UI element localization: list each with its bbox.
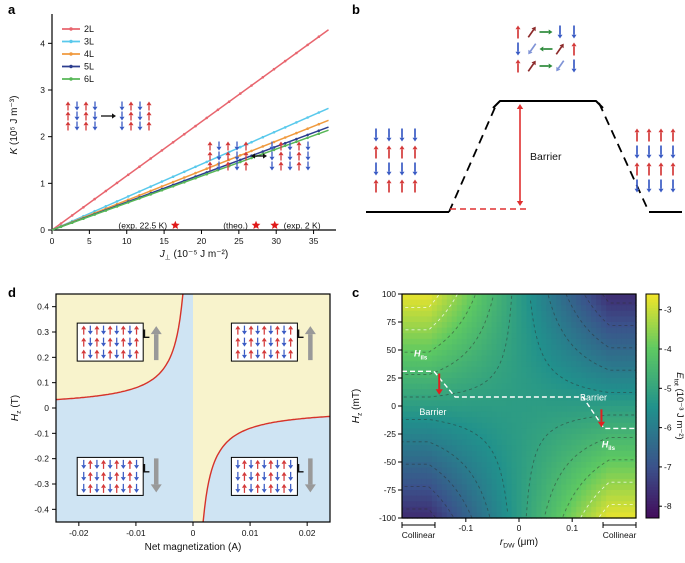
svg-text:20: 20: [197, 236, 207, 246]
svg-text:Hils: Hils: [414, 349, 428, 362]
svg-text:L: L: [143, 463, 150, 475]
svg-text:L: L: [143, 329, 150, 341]
svg-text:5L: 5L: [84, 62, 94, 72]
svg-text:0.01: 0.01: [242, 528, 259, 538]
panel-b-energy-landscape: Barrier: [366, 100, 682, 213]
svg-text:-0.3: -0.3: [34, 479, 49, 489]
svg-text:15: 15: [159, 236, 169, 246]
svg-text:rDW (μm): rDW (μm): [500, 537, 538, 550]
svg-text:-7: -7: [664, 462, 672, 472]
panel-d-spin-insets: L L L L: [76, 322, 316, 496]
svg-text:-0.4: -0.4: [34, 504, 49, 514]
panel-a-anisotropy-line-chart: 0 5 10 15 20 25 30 35 0 1 2 3 4 J⊥ (10⁻⁵ J m⁻²) K (10⁵…: [9, 14, 336, 262]
svg-text:0.2: 0.2: [37, 352, 49, 362]
svg-text:-5: -5: [664, 383, 672, 393]
svg-text:Hils: Hils: [602, 439, 616, 452]
svg-text:-0.2: -0.2: [34, 454, 49, 464]
svg-text:-100: -100: [379, 513, 396, 523]
svg-text:4: 4: [40, 38, 45, 48]
svg-text:Net magnetization (A): Net magnetization (A): [145, 542, 242, 553]
svg-text:0: 0: [40, 225, 45, 235]
svg-text:-8: -8: [664, 501, 672, 511]
svg-text:Collinear: Collinear: [402, 530, 436, 540]
svg-text:2: 2: [40, 132, 45, 142]
panel-label-a: a: [8, 2, 16, 17]
panel-c-heatmap: [402, 294, 637, 519]
svg-text:25: 25: [387, 373, 397, 383]
svg-text:0: 0: [50, 236, 55, 246]
svg-text:0.1: 0.1: [566, 523, 578, 533]
svg-text:(theo.): (theo.): [223, 220, 248, 230]
svg-text:0: 0: [44, 403, 49, 413]
svg-text:(exp. 22.5 K): (exp. 22.5 K): [118, 220, 167, 230]
svg-text:-3: -3: [664, 305, 672, 315]
svg-text:-0.1: -0.1: [34, 428, 49, 438]
panel-b-spin-states: [373, 25, 676, 193]
svg-text:-0.02: -0.02: [69, 528, 89, 538]
svg-text:(exp. 2 K): (exp. 2 K): [284, 220, 321, 230]
panel-a-stars-annotations: (exp. 22.5 K) (theo.) (exp. 2 K): [118, 220, 320, 230]
panel-c-energy-heatmap: Hils Hils Barrier Barrier -0.1 0 0.1 100 75 50 25 0…: [351, 289, 685, 550]
svg-text:Barrier: Barrier: [580, 392, 607, 402]
svg-text:3L: 3L: [84, 37, 94, 47]
svg-text:-75: -75: [384, 485, 397, 495]
svg-text:-50: -50: [384, 457, 397, 467]
svg-text:25: 25: [234, 236, 244, 246]
svg-text:1: 1: [40, 178, 45, 188]
panel-d-axes: -0.02 -0.01 0 0.01 0.02 0.4 0.3 0.2 0.1 0 -0.1 -0.2…: [10, 293, 331, 553]
svg-text:0.3: 0.3: [37, 327, 49, 337]
svg-text:0.4: 0.4: [37, 302, 49, 312]
panel-c-contours: [402, 293, 636, 519]
svg-text:J⊥ (10⁻⁵ J m⁻²): J⊥ (10⁻⁵ J m⁻²): [159, 249, 228, 262]
svg-text:75: 75: [387, 317, 397, 327]
svg-text:0: 0: [517, 523, 522, 533]
panel-b-barrier-schematic: Barrier: [366, 25, 682, 213]
svg-text:0.1: 0.1: [37, 378, 49, 388]
svg-text:30: 30: [271, 236, 281, 246]
svg-text:0.02: 0.02: [299, 528, 316, 538]
svg-text:Hz (T): Hz (T): [10, 395, 23, 421]
svg-text:-25: -25: [384, 429, 397, 439]
svg-text:3: 3: [40, 85, 45, 95]
panel-a-axes: 0 5 10 15 20 25 30 35 0 1 2 3 4 J⊥ (10⁻⁵ J m⁻²) K (10⁵…: [9, 14, 336, 262]
panel-a-legend: 2L 3L 4L 5L 6L: [62, 24, 94, 84]
svg-text:Barrier: Barrier: [530, 151, 562, 163]
svg-text:L: L: [297, 329, 304, 341]
svg-text:Hz (mT): Hz (mT): [351, 389, 364, 424]
svg-text:Barrier: Barrier: [419, 407, 446, 417]
panel-d-phase-region-plot: L L L L -0.02 -0.01 0 0.01 0.02 0.4 0.3 0.2 0.1 0 -0.1…: [10, 293, 331, 553]
svg-text:-4: -4: [664, 344, 672, 354]
svg-text:-6: -6: [664, 423, 672, 433]
svg-text:50: 50: [387, 345, 397, 355]
svg-text:5: 5: [87, 236, 92, 246]
panel-label-c: c: [352, 285, 360, 300]
svg-text:2L: 2L: [84, 24, 94, 34]
svg-text:K (10⁵ J m⁻³): K (10⁵ J m⁻³): [9, 96, 20, 155]
panel-c-barrier-path: Hils Hils Barrier Barrier: [402, 349, 636, 452]
panel-a-series-lines: [51, 29, 329, 231]
svg-text:L: L: [297, 463, 304, 475]
svg-text:-0.1: -0.1: [458, 523, 473, 533]
panel-c-colorbar: -3 -4 -5 -6 -7 -8 Etot (10⁻³ J m⁻²): [645, 293, 685, 519]
panel-c-axes: -0.1 0 0.1 100 75 50 25 0 -25 -50 -75 -100 rDW (μm) H…: [351, 289, 637, 550]
svg-text:100: 100: [382, 289, 396, 299]
svg-text:0: 0: [391, 401, 396, 411]
svg-text:6L: 6L: [84, 74, 94, 84]
panel-label-b: b: [352, 2, 360, 17]
svg-text:10: 10: [122, 236, 132, 246]
svg-text:Etot (10⁻³ J m⁻²): Etot (10⁻³ J m⁻²): [672, 372, 685, 439]
svg-text:0: 0: [191, 528, 196, 538]
svg-text:Collinear: Collinear: [603, 530, 637, 540]
panel-label-d: d: [8, 285, 16, 300]
svg-text:4L: 4L: [84, 49, 94, 59]
panel-a-spin-insets: [65, 101, 311, 171]
svg-text:-0.01: -0.01: [126, 528, 146, 538]
svg-text:35: 35: [309, 236, 319, 246]
